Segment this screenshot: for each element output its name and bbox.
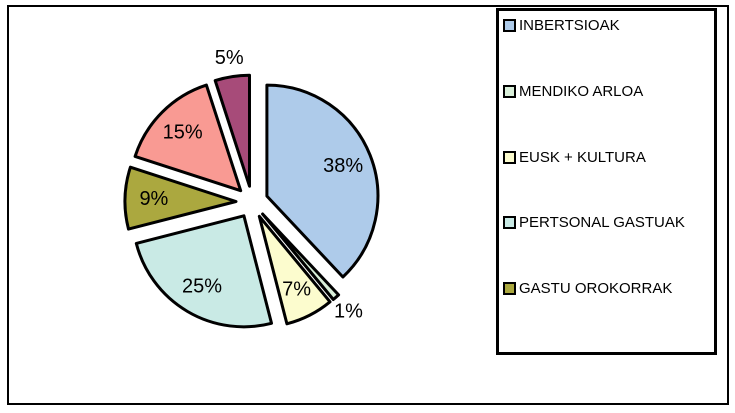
legend-item-mendiko-arloa: MENDIKO ARLOA	[503, 83, 712, 149]
pie-slice-percent-label: 9%	[139, 188, 168, 210]
pie-slice-mendiko-arloa	[261, 212, 341, 301]
pie-slice-pertsonal-gastuak	[134, 214, 273, 329]
legend-color-swatch	[503, 84, 516, 98]
pie-slice-5	[213, 73, 251, 188]
legend-item-eusk-kultura: EUSK + KULTURA	[503, 149, 712, 215]
legend-item-label: MENDIKO ARLOA	[519, 82, 644, 100]
pie-slice-gastu-orokorrak	[123, 165, 238, 231]
chart-frame-border	[7, 5, 729, 405]
pie-slice-15	[133, 83, 243, 193]
pie-slice-percent-label: 7%	[282, 278, 311, 300]
legend-color-swatch	[503, 150, 516, 164]
pie-slice-percent-label: 5%	[215, 47, 244, 69]
legend: INBERTSIOAK MENDIKO ARLOA EUSK + KULTURA PE…	[496, 8, 717, 355]
legend-item-label: EUSK + KULTURA	[519, 148, 646, 166]
pie-slice-percent-label: 1%	[334, 300, 363, 322]
pie-slice-percent-label: 15%	[163, 122, 203, 144]
pie-slice-percent-label: 25%	[182, 276, 222, 298]
legend-item-label: GASTU OROKORRAK	[519, 280, 673, 298]
legend-item-label: PERTSONAL GASTUAK	[519, 214, 685, 232]
pie-slice-percent-label: 38%	[323, 155, 363, 177]
legend-item-pertsonal-gastuak: PERTSONAL GASTUAK	[503, 214, 712, 280]
legend-item-label: INBERTSIOAK	[519, 17, 620, 34]
legend-item-gastu-orokorrak: GASTU OROKORRAK	[503, 280, 712, 346]
legend-color-swatch	[503, 216, 516, 230]
pie-slice-eusk-kultura	[257, 214, 332, 326]
legend-color-swatch	[503, 19, 516, 32]
legend-item-inbertsioak: INBERTSIOAK	[503, 17, 712, 83]
legend-color-swatch	[503, 282, 516, 296]
pie-slice-inbertsioak	[265, 83, 380, 279]
